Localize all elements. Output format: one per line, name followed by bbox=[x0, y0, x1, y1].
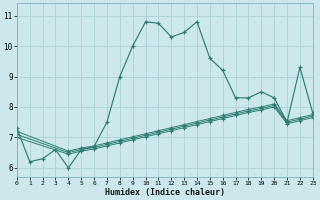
X-axis label: Humidex (Indice chaleur): Humidex (Indice chaleur) bbox=[105, 188, 225, 197]
